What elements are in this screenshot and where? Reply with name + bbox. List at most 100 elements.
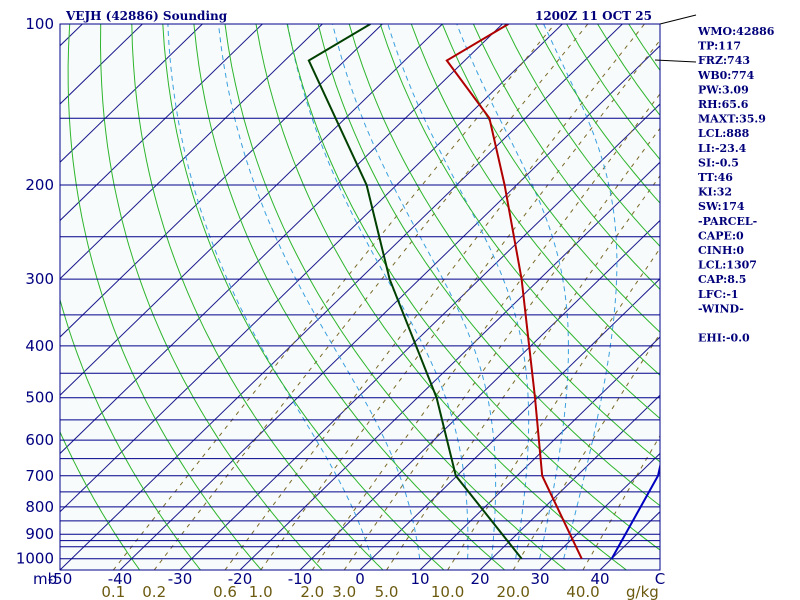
dry-adiabat-line — [441, 24, 660, 333]
isotherm-line — [179, 103, 660, 570]
dry-adiabat-line — [379, 24, 660, 420]
dry-adiabat-line — [193, 24, 506, 570]
pressure-unit-label: mb — [33, 570, 57, 588]
isotherm-line — [60, 24, 383, 338]
mixing-ratio-line — [386, 174, 660, 570]
temperature-trace — [445, 24, 583, 560]
isotherm-line — [60, 24, 563, 513]
index-entry: TT:46 — [698, 171, 733, 184]
mixing-ratio-tick-label: 0.1 — [101, 583, 125, 600]
dry-adiabat-line — [348, 24, 660, 463]
index-entry: WMO:42886 — [697, 25, 775, 38]
index-entry: CINH:0 — [698, 244, 744, 257]
isotherm-line — [60, 24, 623, 570]
isotherm-line — [419, 336, 660, 570]
dry-adiabat-line — [60, 297, 201, 570]
wind-profile-trace — [610, 462, 660, 560]
isotherm-line — [60, 24, 443, 396]
pressure-tick-label: 900 — [25, 525, 54, 543]
mixing-ratio-tick-label: 10.0 — [431, 583, 464, 600]
index-entry: EHI:-0.0 — [698, 332, 750, 345]
pressure-tick-label: 100 — [25, 15, 54, 33]
mixing-ratio-tick-label: 20.0 — [496, 583, 529, 600]
dry-adiabat-line — [67, 24, 262, 570]
index-entry: SI:-0.5 — [698, 156, 739, 169]
dry-adiabat-line — [131, 24, 384, 570]
index-entry: CAPE:0 — [698, 229, 744, 242]
temperature-tick-label: -20 — [228, 570, 253, 588]
temperature-tick-label: -10 — [288, 570, 313, 588]
index-entry: RH:65.6 — [698, 98, 749, 111]
index-leader-frz — [654, 59, 697, 63]
isotherms — [60, 24, 660, 570]
dry-adiabat-line — [504, 24, 660, 248]
dry-adiabat-line — [317, 24, 660, 507]
mixing-ratio-tick-label: 40.0 — [566, 583, 599, 600]
dry-adiabat-line — [99, 24, 323, 570]
index-entry: -PARCEL- — [698, 215, 757, 228]
dewpoint-trace — [307, 24, 523, 560]
isotherm-line — [60, 24, 263, 222]
plot-area — [60, 24, 660, 570]
index-entry: WB0:774 — [697, 69, 755, 82]
temperature-tick-label: 0 — [355, 570, 365, 588]
index-entry: -WIND- — [698, 302, 744, 315]
mixing-ratio-lines — [112, 24, 660, 570]
index-entry: MAXT:35.9 — [698, 113, 766, 126]
isotherm-line — [60, 24, 323, 280]
isotherm-line — [239, 161, 660, 570]
dry-adiabat-line — [255, 24, 627, 570]
mixing-ratio-tick-label: 2.0 — [300, 583, 324, 600]
pressure-tick-label: 400 — [25, 337, 54, 355]
pressure-tick-label: 600 — [25, 431, 54, 449]
dry-adiabat-line — [224, 24, 566, 570]
isotherm-line — [119, 45, 660, 570]
index-entry: CAP:8.5 — [698, 273, 746, 286]
mixing-ratio-unit-label: g/kg — [626, 583, 659, 600]
pressure-labels: 100 200 300 400 500 600 700 800 900 1000 — [16, 15, 54, 568]
index-entry: LCL:888 — [698, 127, 750, 140]
mixing-ratio-tick-label: 1.0 — [249, 583, 273, 600]
dry-adiabat-line — [286, 24, 660, 551]
temperature-tick-label: 40 — [590, 570, 609, 588]
index-leader-top — [659, 14, 697, 25]
temperature-tick-label: -40 — [108, 570, 133, 588]
mixing-ratio-line — [224, 24, 645, 570]
pressure-tick-label: 300 — [25, 270, 54, 288]
isotherm-line — [60, 24, 503, 455]
dry-adiabat-line — [472, 24, 660, 291]
temperature-tick-label: -50 — [48, 570, 73, 588]
dry-adiabat-line — [162, 24, 445, 570]
pressure-tick-label: 700 — [25, 467, 54, 485]
temperature-tick-label: 30 — [530, 570, 549, 588]
temperature-labels: -50 -40 -30 -20 -10 0 10 20 30 40 C — [48, 570, 665, 588]
temperature-tick-label: C — [655, 570, 665, 588]
dry-adiabat-line — [753, 24, 800, 570]
pressure-tick-label: 1000 — [16, 550, 54, 568]
pressure-tick-label: 800 — [25, 498, 54, 516]
station-title: VEJH (42886) Sounding — [65, 9, 228, 23]
index-entry: KI:32 — [698, 186, 732, 199]
index-entry: FRZ:743 — [698, 54, 750, 67]
temperature-tick-label: -30 — [168, 570, 193, 588]
plot-border — [59, 23, 661, 571]
mixing-ratio-tick-label: 0.2 — [142, 583, 166, 600]
pressure-tick-label: 500 — [25, 389, 54, 407]
index-entry: SW:174 — [698, 200, 745, 213]
pressure-tick-label: 200 — [25, 176, 54, 194]
mixing-ratio-tick-label: 0.6 — [213, 583, 237, 600]
sounding-traces — [307, 24, 660, 560]
index-entry: LI:-23.4 — [698, 142, 747, 155]
index-entry: TP:117 — [698, 40, 741, 53]
isotherm-line — [60, 24, 203, 163]
mixing-ratio-line — [343, 127, 660, 570]
mixing-ratio-line — [153, 24, 589, 570]
dry-adiabats — [60, 24, 800, 570]
isotherm-line — [539, 452, 660, 570]
mixing-ratio-line — [311, 93, 660, 570]
index-entry: LCL:1307 — [698, 259, 757, 272]
mixing-ratio-tick-label: 5.0 — [375, 583, 399, 600]
mixing-ratio-labels: 0.1 0.2 0.6 1.0 2.0 3.0 5.0 10.0 20.0 40.0 — [101, 583, 599, 600]
